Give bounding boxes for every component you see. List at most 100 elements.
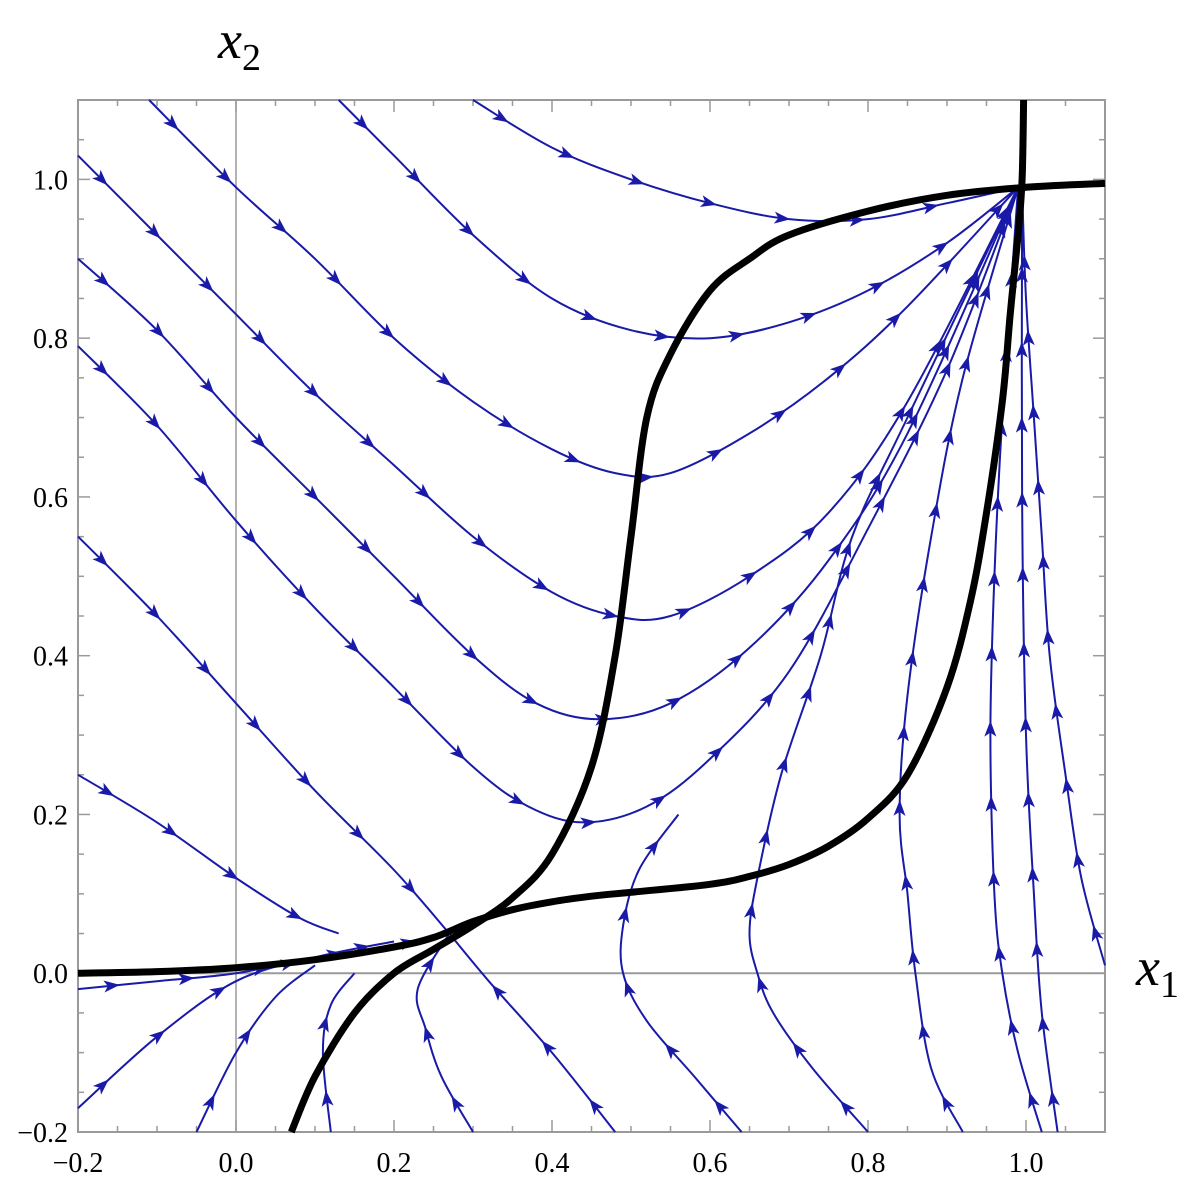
x-tick-label: −0.2	[53, 1148, 104, 1179]
flow-arrow	[921, 202, 939, 215]
flow-arrow	[1048, 1090, 1060, 1108]
flow-arrow	[905, 650, 917, 668]
y-axis-label: x2	[217, 10, 261, 79]
flow-arrow	[839, 541, 852, 559]
streamline	[77, 186, 1020, 721]
tick-marks	[77, 99, 1106, 1133]
flow-arrow	[985, 645, 998, 662]
flow-arrow	[674, 608, 692, 621]
flow-arrow	[92, 169, 108, 186]
flow-arrow	[507, 792, 525, 805]
flow-arrow	[193, 470, 209, 487]
flow-arrow	[869, 478, 883, 496]
flow-arrow	[966, 269, 979, 287]
flow-arrow	[237, 1028, 251, 1046]
flow-arrow	[941, 428, 954, 446]
streamline	[77, 535, 451, 935]
flow-arrow	[916, 576, 928, 594]
plot-frame	[77, 99, 1106, 1133]
flow-arrow	[271, 218, 288, 234]
flow-arrow	[901, 874, 914, 892]
flow-arrow	[958, 355, 971, 373]
flow-arrow	[93, 271, 110, 287]
flow-arrow	[435, 371, 452, 387]
flow-arrow	[978, 283, 991, 301]
flow-arrow	[829, 363, 846, 379]
flow-arrow	[850, 468, 865, 486]
flow-arrow	[462, 645, 478, 661]
flow-arrow	[356, 538, 372, 555]
flow-arrow	[1073, 851, 1086, 869]
flow-arrow	[699, 195, 717, 207]
flow-arrow	[1018, 641, 1031, 658]
x-axis-label: x1	[1135, 937, 1179, 1006]
flow-arrow	[1031, 941, 1044, 958]
flow-arrow	[199, 377, 215, 394]
flow-arrow	[780, 600, 796, 617]
flow-arrow	[92, 1079, 109, 1095]
flow-arrow	[801, 629, 816, 646]
flow-arrow	[776, 756, 788, 774]
flow-arrow	[872, 496, 885, 514]
y-tick-label: −0.2	[17, 1118, 68, 1149]
x-tick-label: 0.0	[219, 1148, 254, 1179]
flow-arrow	[991, 495, 1004, 512]
flow-arrow	[291, 583, 308, 600]
flow-arrow	[759, 691, 775, 709]
flow-arrow	[245, 715, 261, 731]
x-tick-label: 0.8	[851, 1148, 886, 1179]
flow-arrow	[827, 541, 843, 559]
flow-arrow	[423, 1026, 436, 1044]
flow-arrow	[163, 114, 179, 130]
flow-arrow	[988, 870, 1001, 887]
flow-arrow	[617, 906, 630, 924]
flow-arrow	[906, 429, 920, 447]
flow-arrow	[1022, 329, 1035, 346]
flow-arrow	[665, 697, 683, 711]
flow-arrow	[295, 770, 312, 787]
x-tick-label: 1.0	[1009, 1148, 1044, 1179]
flow-arrow	[988, 203, 1004, 220]
flow-arrow	[985, 795, 998, 812]
flow-arrow	[470, 533, 488, 548]
flow-arrow	[420, 956, 435, 974]
flow-arrow	[933, 337, 946, 355]
flow-arrow	[1051, 703, 1064, 721]
flow-arrow	[931, 242, 949, 257]
flow-arrow	[1019, 716, 1032, 733]
flow-arrow	[414, 483, 431, 499]
flow-arrow	[1037, 1016, 1050, 1033]
y-tick-label: 1.0	[33, 165, 68, 196]
flow-arrow	[378, 323, 395, 339]
flow-arrow	[714, 1100, 730, 1117]
y-tick-label: 0.0	[33, 959, 68, 990]
flow-arrow	[103, 980, 120, 993]
flow-arrow	[92, 550, 108, 567]
flow-arrow	[1007, 1019, 1020, 1037]
flow-arrow	[726, 653, 743, 669]
flow-arrow	[837, 562, 851, 580]
flow-arrow	[178, 973, 195, 986]
flow-arrow	[942, 1095, 955, 1113]
flow-arrow	[740, 571, 757, 586]
flow-arrow	[800, 685, 812, 703]
flow-arrow	[92, 359, 109, 376]
flow-arrow	[521, 691, 539, 705]
flow-arrow	[1091, 925, 1104, 943]
flow-arrow	[325, 269, 342, 286]
flow-arrow	[317, 1015, 329, 1033]
flow-arrow	[1037, 554, 1050, 571]
flow-arrow	[627, 173, 645, 185]
streamline	[77, 940, 395, 1109]
flow-arrow	[451, 1095, 465, 1113]
flow-arrow	[405, 167, 421, 184]
flow-arrow	[1028, 1091, 1040, 1109]
flow-arrow	[458, 220, 475, 236]
flow-arrow	[893, 799, 906, 817]
flow-arrow	[1062, 777, 1075, 795]
flow-arrow	[994, 945, 1007, 962]
x-tick-label: 0.2	[377, 1148, 412, 1179]
flow-arrow	[885, 312, 902, 329]
flow-arrow	[1000, 211, 1012, 229]
flow-arrow	[409, 592, 425, 608]
